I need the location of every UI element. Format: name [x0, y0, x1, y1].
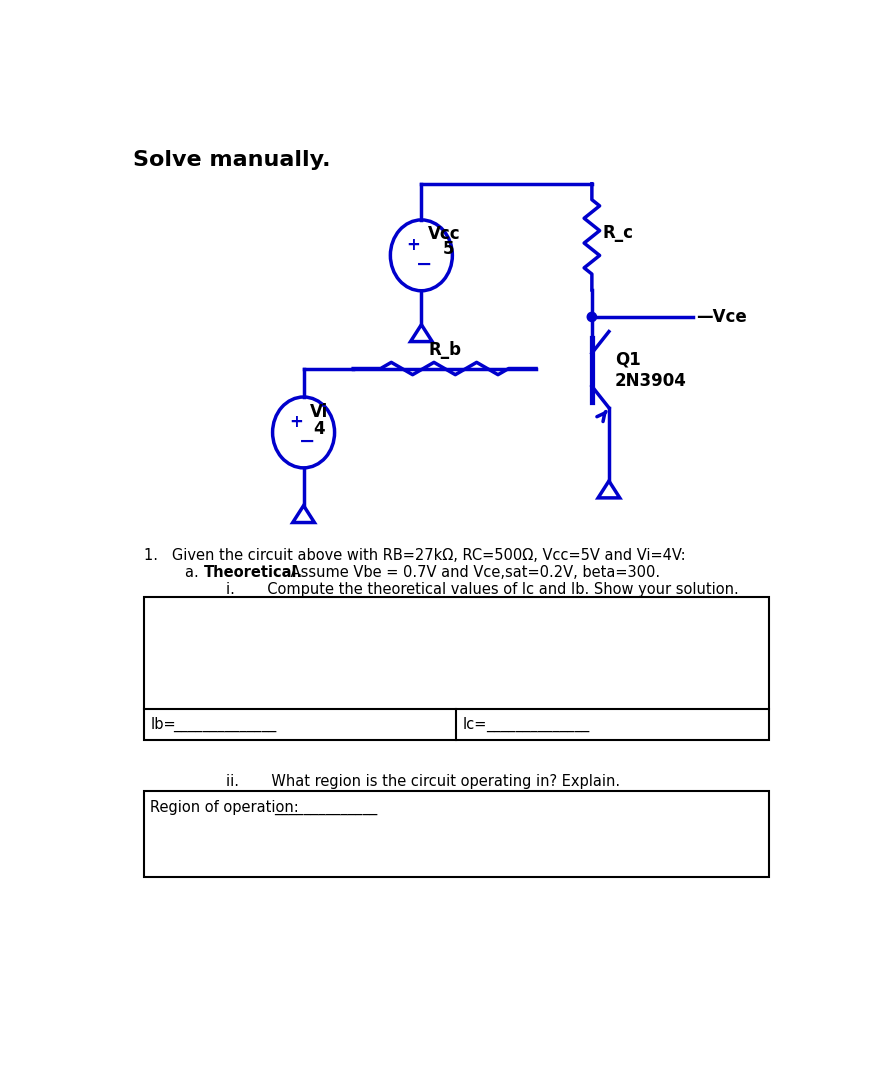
Text: —Vce: —Vce	[696, 308, 747, 326]
Text: R_c: R_c	[602, 224, 634, 242]
Text: Theoretical.: Theoretical.	[204, 564, 304, 579]
Text: ii.       What region is the circuit operating in? Explain.: ii. What region is the circuit operating…	[226, 774, 620, 789]
Text: Q1: Q1	[615, 351, 641, 369]
Text: ______________: ______________	[274, 801, 378, 816]
Text: ______________: ______________	[174, 716, 276, 732]
Text: a.: a.	[185, 564, 213, 579]
Text: R_b: R_b	[428, 341, 462, 359]
Text: −: −	[298, 432, 315, 451]
Text: 2N3904: 2N3904	[615, 372, 687, 390]
Text: +: +	[406, 236, 421, 254]
Text: 1.   Given the circuit above with RB=27kΩ, RC=500Ω, Vcc=5V and Vi=4V:: 1. Given the circuit above with RB=27kΩ,…	[144, 548, 685, 563]
Text: 4: 4	[313, 420, 324, 438]
Bar	[144, 791, 769, 878]
Text: 5: 5	[443, 241, 454, 259]
Text: i.       Compute the theoretical values of Ic and Ib. Show your solution.: i. Compute the theoretical values of Ic …	[226, 582, 739, 597]
Text: Solve manually.: Solve manually.	[133, 150, 331, 170]
Circle shape	[587, 312, 597, 322]
Text: Vcc: Vcc	[428, 224, 460, 243]
Text: Ic=: Ic=	[462, 716, 486, 732]
Text: Ib=: Ib=	[150, 716, 176, 732]
Text: Region of operation:: Region of operation:	[150, 801, 298, 816]
Text: +: +	[289, 414, 303, 432]
Text: Assume Vbe = 0.7V and Vce,sat=0.2V, beta=300.: Assume Vbe = 0.7V and Vce,sat=0.2V, beta…	[286, 564, 660, 579]
Text: Vi: Vi	[310, 403, 328, 421]
Text: −: −	[416, 255, 433, 274]
Bar	[144, 598, 769, 740]
Text: ______________: ______________	[486, 716, 589, 732]
